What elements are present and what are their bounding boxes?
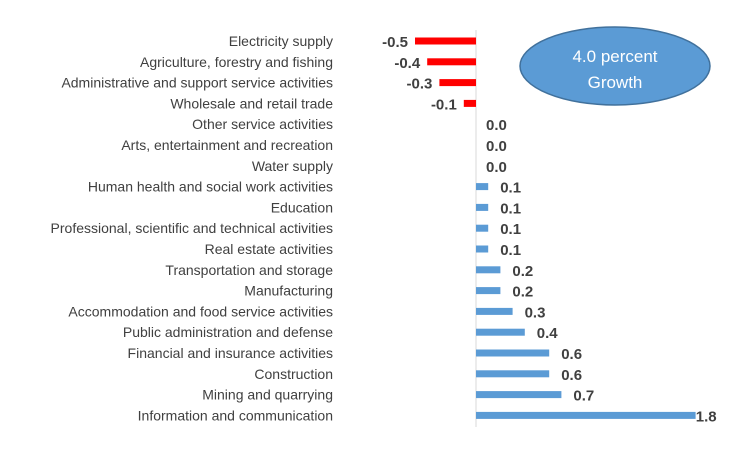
category-labels-group: Electricity supply Agriculture, forestry … [51,33,334,423]
category-label: Education [271,199,333,215]
category-label: Mining and quarrying [202,387,333,403]
bar [476,266,501,274]
value-label: 0.0 [486,138,507,155]
category-label: Electricity supply [229,33,333,49]
category-label: Human health and social work activities [88,179,333,195]
category-label: Financial and insurance activities [128,345,333,361]
growth-annotation-line2: Growth [588,73,643,92]
bar [476,203,489,211]
value-label: 0.1 [500,221,521,238]
value-label: 0.2 [512,263,533,280]
category-label: Other service activities [192,116,333,132]
category-label: Water supply [252,158,333,174]
category-label: Transportation and storage [165,262,333,278]
value-label: 0.3 [525,304,546,321]
bar [476,370,550,378]
value-label: 0.1 [500,180,521,197]
category-label: Wholesale and retail trade [170,95,333,111]
category-label: Professional, scientific and technical a… [51,220,333,236]
bars-group [415,37,696,419]
category-label: Public administration and defense [123,324,333,340]
value-label: 0.4 [537,325,559,342]
category-label: Accommodation and food service activitie… [68,303,333,319]
category-label: Construction [254,366,333,382]
value-label: 0.6 [561,346,582,363]
bar [476,307,513,315]
value-label: 1.8 [696,408,717,425]
bar [476,391,562,399]
value-label: 0.7 [573,388,594,405]
value-label: -0.1 [431,96,457,113]
bar [476,183,489,191]
value-label: 0.6 [561,367,582,384]
bar [476,245,489,253]
bar [439,79,476,87]
value-label: 0.0 [486,159,507,176]
bar [476,411,696,419]
value-label: -0.4 [394,55,421,72]
growth-annotation-ellipse [519,26,711,106]
bar [415,37,476,45]
category-label: Information and communication [138,407,333,423]
bar [476,349,550,357]
category-label: Arts, entertainment and recreation [121,137,333,153]
category-label: Agriculture, forestry and fishing [140,54,333,70]
value-label: -0.5 [382,34,408,51]
value-label: 0.1 [500,242,521,259]
bar [476,287,501,295]
value-label: -0.3 [407,76,433,93]
value-label: 0.2 [512,284,533,301]
category-label: Manufacturing [244,283,333,299]
bar [427,58,476,66]
value-label: 0.1 [500,200,521,217]
growth-annotation: 4.0 percent Growth [519,26,711,106]
category-label: Administrative and support service activ… [61,75,333,91]
category-label: Real estate activities [205,241,333,257]
bar [476,328,525,336]
value-labels-group: -0.5 -0.4 -0.3 -0.1 0.0 0.0 0.0 0.1 0.1 0.1 0.1 0.2… [382,34,716,425]
bar [463,99,476,107]
growth-annotation-line1: 4.0 percent [572,47,657,66]
value-label: 0.0 [486,117,507,134]
bar [476,224,489,232]
